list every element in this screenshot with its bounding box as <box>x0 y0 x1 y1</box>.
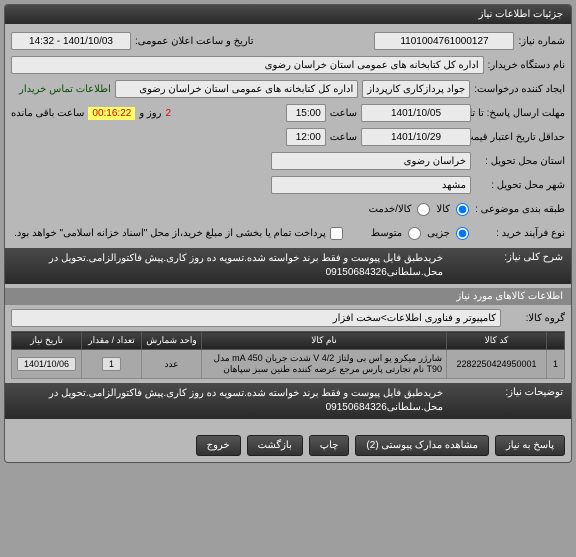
buyer-field: اداره کل کتابخانه های عمومی استان خراسان… <box>11 56 484 74</box>
deadline-date: 1401/10/05 <box>361 104 471 122</box>
city-label: شهر محل تحویل : <box>475 180 565 191</box>
panel-header: جزئیات اطلاعات نیاز <box>5 5 571 24</box>
countdown-timer: 00:16:22 <box>88 107 135 120</box>
col-unit: واحد شمارش <box>142 332 202 350</box>
row-creator: ایجاد کننده درخواست: جواد پردازکاری کارپ… <box>11 78 565 100</box>
creator-role: جواد پردازکاری کارپرداز <box>362 80 470 98</box>
back-button[interactable]: بازگشت <box>247 435 303 456</box>
creator-label: ایجاد کننده درخواست: <box>474 84 565 95</box>
number-label: شماره نیاز: <box>518 36 565 47</box>
subject-label: طبقه بندی موضوعی : <box>475 204 565 215</box>
payment-note: پرداخت تمام یا بخشی از مبلغ خرید،از محل … <box>14 228 326 239</box>
row-city: شهر محل تحویل : مشهد <box>11 174 565 196</box>
col-date: تاریخ نیاز <box>12 332 82 350</box>
process-label: نوع فرآیند خرید : <box>475 228 565 239</box>
goods-section-title: اطلاعات کالاهای مورد نیاز <box>456 291 563 302</box>
days-remaining: 2 <box>165 108 171 119</box>
deadline-label: مهلت ارسال پاسخ: تا تاریخ: <box>475 108 565 119</box>
days-label: روز و <box>139 108 161 119</box>
panel-body: شماره نیاز: 1101004761000127 تاریخ و ساع… <box>5 24 571 429</box>
validity-label: حداقل تاریخ اعتبار قیمت: تا تاریخ: <box>475 132 565 143</box>
row-group: گروه کالا: کامپیوتر و فناوری اطلاعات>سخت… <box>11 307 565 329</box>
row-number: شماره نیاز: 1101004761000127 تاریخ و ساع… <box>11 30 565 52</box>
group-label: گروه کالا: <box>505 313 565 324</box>
number-field: 1101004761000127 <box>374 32 514 50</box>
radio-subject-goods[interactable] <box>456 203 469 216</box>
validity-date: 1401/10/29 <box>361 128 471 146</box>
row-province: استان محل تحویل : خراسان رضوی <box>11 150 565 172</box>
province-label: استان محل تحویل : <box>475 156 565 167</box>
respond-button[interactable]: پاسخ به نیاز <box>495 435 565 456</box>
radio-process-minor[interactable] <box>456 227 469 240</box>
cell-idx: 1 <box>547 350 565 379</box>
row-deadline: مهلت ارسال پاسخ: تا تاریخ: 1401/10/05 سا… <box>11 102 565 124</box>
creator-org: اداره کل کتابخانه های عمومی استان خراسان… <box>115 80 358 98</box>
buyer-label: نام دستگاه خریدار: <box>488 60 565 71</box>
deadline-hour: 15:00 <box>286 104 326 122</box>
summary-text: خریدطبق فایل پیوست و فقط برند خواسته شده… <box>13 252 443 280</box>
row-validity: حداقل تاریخ اعتبار قیمت: تا تاریخ: 1401/… <box>11 126 565 148</box>
remaining-label: ساعت باقی مانده <box>11 108 84 119</box>
cell-date: 1401/10/06 <box>17 357 76 371</box>
col-code: کد کالا <box>447 332 547 350</box>
cell-name: شارژر میکرو یو اس بی ولتاژ V 4/2 شدت جری… <box>202 350 447 379</box>
row-process: نوع فرآیند خرید : جزیی متوسط پرداخت تمام… <box>11 222 565 244</box>
subject-opt2: کالا/خدمت <box>369 204 412 215</box>
radio-subject-service[interactable] <box>417 203 430 216</box>
button-bar: پاسخ به نیاز مشاهده مدارک پیوستی (2) چاپ… <box>5 429 571 462</box>
validity-hour: 12:00 <box>286 128 326 146</box>
notes-text: خریدطبق فایل پیوست و فقط برند خواسته شده… <box>13 387 443 415</box>
cell-unit: عدد <box>142 350 202 379</box>
attachments-button[interactable]: مشاهده مدارک پیوستی (2) <box>355 435 489 456</box>
cell-qty: 1 <box>102 357 121 371</box>
process-opt2: متوسط <box>371 228 402 239</box>
group-field: کامپیوتر و فناوری اطلاعات>سخت افزار <box>11 309 501 327</box>
summary-label: شرح کلی نیاز: <box>443 252 563 263</box>
goods-table: کد کالا نام کالا واحد شمارش تعداد / مقدا… <box>11 331 565 379</box>
radio-process-medium[interactable] <box>408 227 421 240</box>
hour-label-1: ساعت <box>330 108 357 119</box>
details-panel: جزئیات اطلاعات نیاز شماره نیاز: 11010047… <box>4 4 572 463</box>
table-header-row: کد کالا نام کالا واحد شمارش تعداد / مقدا… <box>12 332 565 350</box>
hour-label-2: ساعت <box>330 132 357 143</box>
print-button[interactable]: چاپ <box>309 435 350 456</box>
notes-row: توضیحات نیاز: خریدطبق فایل پیوست و فقط ب… <box>5 383 571 419</box>
table-row[interactable]: 1 2282250424950001 شارژر میکرو یو اس بی … <box>12 350 565 379</box>
process-opt1: جزیی <box>427 228 450 239</box>
col-name: نام کالا <box>202 332 447 350</box>
checkbox-treasury[interactable] <box>330 227 343 240</box>
notes-label: توضیحات نیاز: <box>443 387 563 398</box>
province-field: خراسان رضوی <box>271 152 471 170</box>
exit-button[interactable]: خروج <box>196 435 241 456</box>
announce-field: 1401/10/03 - 14:32 <box>11 32 131 50</box>
announce-label: تاریخ و ساعت اعلان عمومی: <box>135 36 254 47</box>
row-buyer: نام دستگاه خریدار: اداره کل کتابخانه های… <box>11 54 565 76</box>
subject-opt1: کالا <box>436 204 450 215</box>
goods-section-header: اطلاعات کالاهای مورد نیاز <box>5 288 571 305</box>
cell-code: 2282250424950001 <box>447 350 547 379</box>
panel-title: جزئیات اطلاعات نیاز <box>479 9 563 20</box>
summary-row: شرح کلی نیاز: خریدطبق فایل پیوست و فقط ب… <box>5 248 571 284</box>
contact-info-link[interactable]: اطلاعات تماس خریدار <box>19 84 111 95</box>
col-idx <box>547 332 565 350</box>
col-qty: تعداد / مقدار <box>82 332 142 350</box>
city-field: مشهد <box>271 176 471 194</box>
row-subject: طبقه بندی موضوعی : کالا کالا/خدمت <box>11 198 565 220</box>
